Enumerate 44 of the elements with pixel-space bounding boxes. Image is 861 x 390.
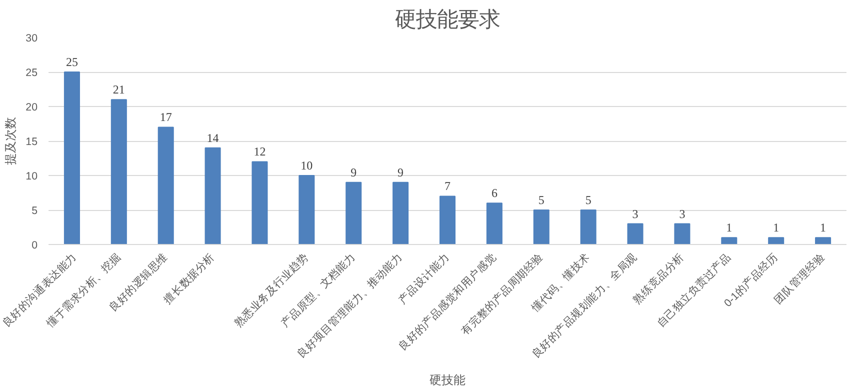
bar — [721, 237, 738, 244]
data-label: 17 — [160, 110, 172, 124]
bar — [204, 147, 221, 244]
y-axis-title: 提及次数 — [4, 117, 18, 165]
bar — [815, 237, 832, 244]
data-label: 21 — [112, 82, 125, 97]
data-label: 5 — [538, 193, 544, 207]
bar — [298, 175, 315, 244]
data-label: 5 — [585, 193, 592, 207]
y-tick-label: 30 — [26, 32, 38, 44]
bar — [110, 99, 127, 244]
x-axis-title: 硬技能 — [430, 373, 466, 388]
y-tick-label: 5 — [32, 205, 38, 217]
data-label: 7 — [444, 179, 450, 194]
bar — [627, 223, 644, 244]
bar — [674, 223, 690, 244]
data-label: 6 — [491, 186, 498, 200]
y-tick-label: 20 — [26, 102, 38, 114]
bar — [252, 161, 268, 244]
chart-title: 硬技能要求 — [395, 8, 500, 32]
data-label: 12 — [254, 144, 266, 159]
bar — [439, 196, 456, 244]
y-tick-label: 10 — [26, 170, 38, 182]
bar — [533, 210, 550, 244]
data-label: 1 — [773, 220, 780, 235]
bar — [64, 72, 80, 244]
data-label: 9 — [398, 165, 404, 180]
data-label: 10 — [300, 158, 313, 172]
y-tick-label: 25 — [26, 67, 38, 79]
bar — [768, 237, 784, 244]
data-label: 1 — [726, 220, 732, 235]
data-label: 3 — [679, 206, 686, 221]
bar — [580, 210, 596, 244]
data-label: 9 — [350, 165, 357, 180]
bar — [486, 202, 502, 244]
bar — [392, 182, 409, 244]
data-label: 25 — [66, 55, 78, 69]
data-label: 3 — [632, 206, 638, 221]
y-tick-label: 0 — [32, 240, 38, 252]
y-tick-label: 15 — [26, 136, 38, 148]
data-label: 1 — [820, 220, 826, 235]
bar — [346, 182, 362, 244]
bar — [158, 126, 174, 244]
data-label: 14 — [206, 130, 219, 145]
